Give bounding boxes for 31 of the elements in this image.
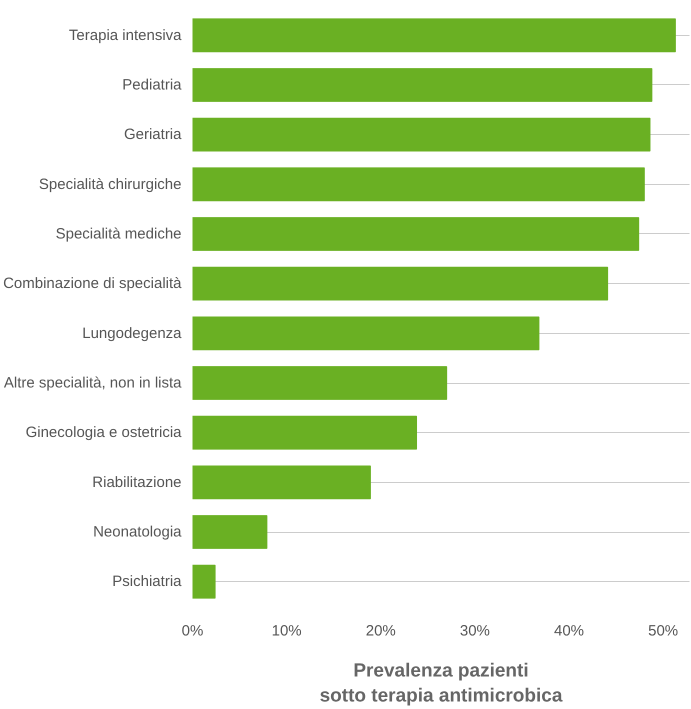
bar: [192, 416, 418, 450]
y-tick-label: Specialità chirurgiche: [38, 176, 182, 193]
y-tick-label: Altre specialità, non in lista: [4, 374, 182, 392]
bar: [192, 564, 216, 599]
bar: [192, 118, 650, 152]
x-tick-label: 10%: [272, 622, 302, 640]
bar: [192, 515, 268, 549]
bar: [192, 68, 652, 102]
y-tick-label: Riabilitazione: [92, 474, 182, 491]
y-tick-label: Combinazione di specialità: [3, 275, 182, 292]
y-tick-label: Lungodegenza: [82, 324, 182, 342]
y-tick-label: Pediatria: [122, 76, 182, 94]
bar: [192, 217, 640, 251]
x-axis-title: Prevalenza pazienti sotto terapia antimicrobica: [320, 660, 563, 707]
y-tick-label: Ginecologia e ostetricia: [26, 424, 182, 442]
y-tick-label: Psichiatria: [112, 573, 182, 590]
y-tick-label: Neonatologia: [93, 524, 182, 541]
y-tick-label: Geriatria: [124, 126, 182, 144]
bar: [192, 366, 448, 400]
x-tick-label: 20%: [366, 622, 396, 640]
bar: [192, 465, 371, 500]
y-tick-label: Specialità mediche: [56, 225, 182, 242]
x-tick-label: 30%: [460, 622, 490, 640]
x-tick-label: 0%: [182, 622, 204, 640]
bar: [192, 316, 540, 350]
bar: [192, 18, 676, 52]
x-tick-label: 50%: [648, 622, 678, 640]
y-tick-label: Terapia intensiva: [68, 26, 182, 44]
bar: [192, 266, 608, 301]
bar: [192, 167, 645, 202]
x-tick-label: 40%: [554, 622, 584, 640]
